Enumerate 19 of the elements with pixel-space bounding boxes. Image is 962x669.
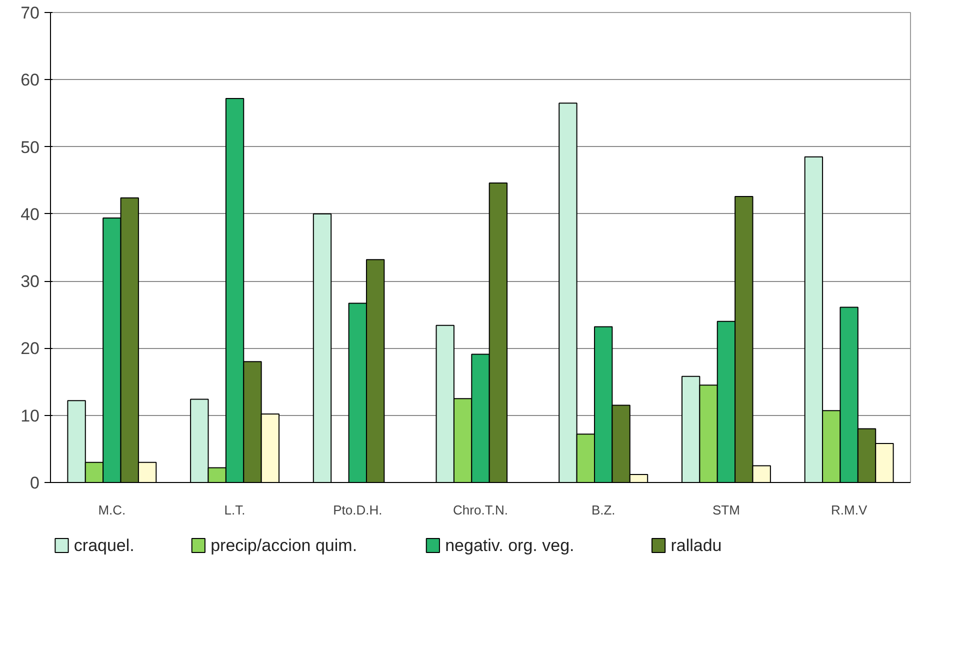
y-tick-label: 70: [20, 4, 40, 22]
y-tick-label: 20: [20, 339, 40, 358]
y-tick-label: 60: [20, 70, 40, 90]
x-tick-label: M.C.: [98, 502, 126, 518]
y-tick-label: 50: [20, 138, 40, 157]
y-tick-label: 0: [30, 474, 40, 492]
legend-label: craquel.: [74, 536, 134, 555]
y-tick-label: 40: [20, 204, 40, 224]
x-tick-label: STM: [712, 502, 740, 518]
y-tick-label: 30: [20, 272, 40, 292]
x-tick-label: Pto.D.H.: [333, 502, 382, 518]
y-tick-label: 10: [20, 406, 40, 426]
legend-label: precip/accion quim.: [210, 536, 358, 555]
x-tick-label: Chro.T.N.: [453, 502, 508, 518]
x-tick-label: L.T.: [224, 502, 246, 518]
x-tick-label: B.Z.: [591, 502, 616, 518]
legend-label: negativ. org. veg.: [445, 536, 574, 555]
legend-label: ralladu: [670, 536, 722, 555]
x-tick-label: R.M.V: [831, 502, 868, 518]
